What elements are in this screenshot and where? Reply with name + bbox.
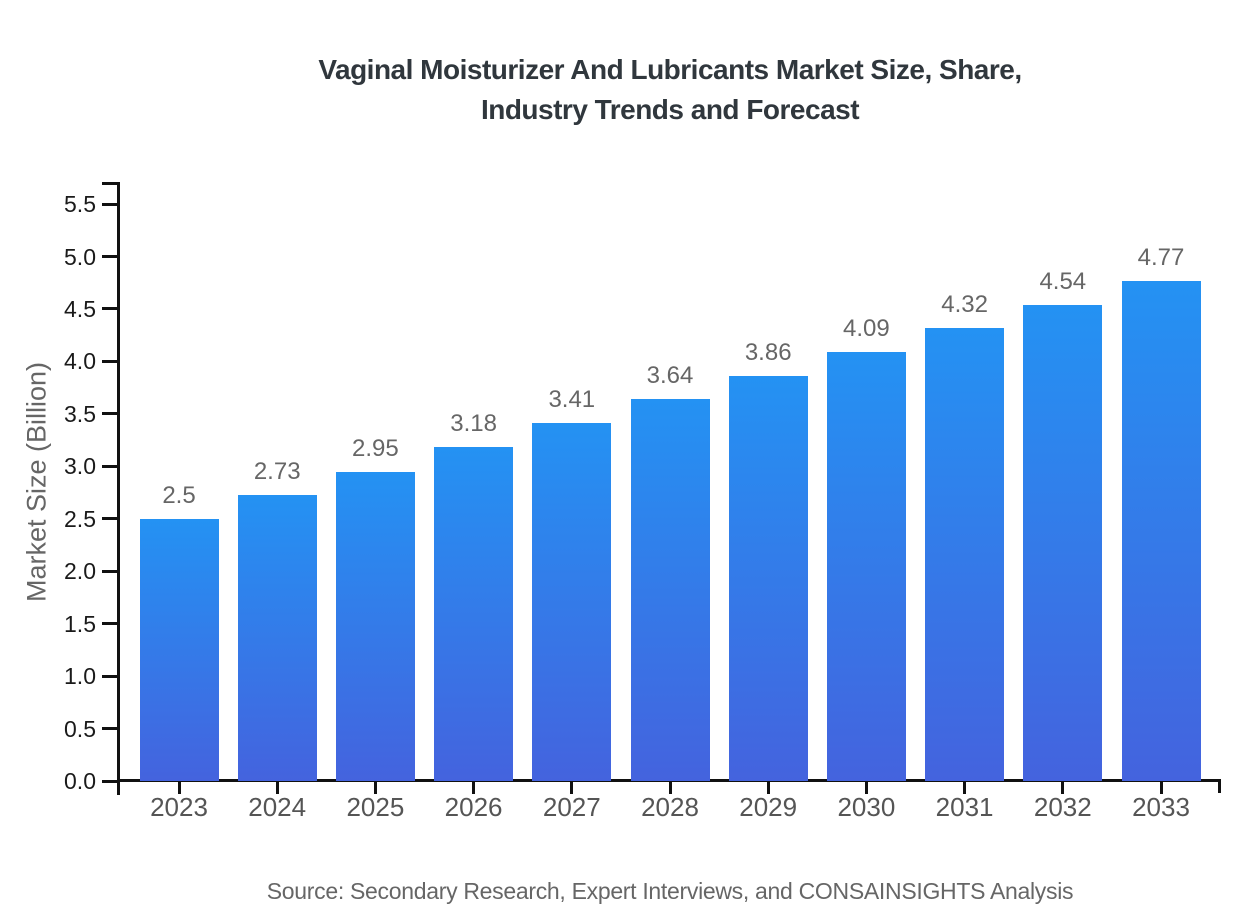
x-tick-label: 2029 (739, 792, 798, 822)
x-tick (177, 781, 181, 794)
y-tick-label: 4.0 (64, 348, 96, 375)
y-tick-label: 0.5 (64, 715, 96, 742)
bar-2025 (335, 471, 415, 781)
x-tick-label: 2025 (346, 792, 405, 822)
bar-value-label: 3.41 (548, 386, 596, 414)
bar-2031 (925, 327, 1005, 781)
x-tick (1159, 781, 1163, 794)
y-tick (102, 727, 117, 731)
chart-title-line-2: Industry Trends and Forecast (480, 94, 860, 125)
x-tick-label: 2033 (1132, 792, 1190, 822)
y-tick (102, 674, 117, 678)
y-tick (102, 255, 117, 258)
x-tick (864, 781, 868, 794)
y-tick (102, 307, 117, 311)
y-tick-label: 1.0 (64, 663, 96, 690)
bar-value-label: 4.09 (843, 314, 890, 342)
chart-title: Vaginal Moisturizer And Lubricants Marke… (80, 50, 1260, 130)
y-tick-label: 3.0 (64, 453, 96, 480)
y-tick (102, 779, 117, 783)
plot-area: 0.0 0.5 1.0 1.5 2.0 2.5 3.0 3.5 4.0 4.5 5.0 5.5 202… (64, 182, 1221, 822)
y-tick (102, 517, 117, 521)
source-caption: Source: Secondary Research, Expert Inter… (266, 878, 1074, 904)
y-tick (102, 202, 117, 206)
y-tick (102, 569, 117, 573)
bar-2033 (1121, 280, 1201, 781)
x-tick (570, 781, 574, 794)
y-tick-label: 4.5 (64, 295, 96, 322)
bar-2023 (139, 518, 219, 781)
y-tick-label: 5.0 (64, 243, 96, 270)
x-tick (275, 781, 279, 794)
bar-2029 (728, 376, 808, 781)
y-tick (102, 622, 117, 626)
bar-2027 (532, 423, 612, 781)
bar-2028 (630, 399, 710, 781)
y-tick-label: 0.0 (64, 768, 96, 794)
bar-value-label: 2.73 (253, 457, 301, 485)
x-tick (373, 781, 377, 794)
bar-value-label: 2.5 (162, 481, 196, 509)
x-tick (472, 781, 476, 794)
x-tick-label: 2026 (444, 792, 503, 822)
y-tick-label: 5.5 (64, 191, 96, 218)
x-tick-label: 2030 (837, 792, 896, 822)
x-tick-label: 2032 (1033, 792, 1092, 822)
y-axis-end-cap (102, 182, 117, 185)
y-axis-title: Market Size (Billion) (21, 361, 52, 603)
bar-2026 (434, 447, 514, 781)
y-tick (102, 412, 117, 416)
bar-value-label: 2.95 (352, 434, 399, 462)
x-tick (668, 781, 672, 794)
bar-value-label: 4.32 (941, 290, 988, 318)
x-axis-end-cap (1218, 779, 1221, 793)
y-tick-label: 3.5 (64, 400, 96, 427)
y-tick-label: 1.5 (64, 610, 96, 637)
y-tick-label: 2.0 (64, 558, 96, 585)
bar-value-label: 3.64 (646, 362, 694, 390)
bar-2032 (1023, 304, 1103, 781)
x-tick (1061, 781, 1065, 794)
bar-value-label: 3.86 (744, 339, 792, 367)
y-tick (102, 359, 117, 363)
x-tick-label: 2027 (542, 792, 601, 822)
y-tick-label: 2.5 (64, 505, 96, 532)
bar-value-label: 4.77 (1137, 243, 1185, 271)
bar-2024 (237, 494, 317, 781)
x-tick-label: 2024 (248, 792, 307, 822)
bar-value-label: 3.18 (450, 410, 497, 438)
x-tick-label: 2023 (150, 792, 208, 822)
y-axis-line (117, 182, 120, 795)
bar-value-label: 4.54 (1039, 267, 1087, 295)
y-tick (102, 464, 117, 468)
x-tick-label: 2031 (935, 792, 994, 822)
x-tick (766, 781, 770, 794)
chart-title-line-1: Vaginal Moisturizer And Lubricants Marke… (318, 54, 1022, 85)
bar-2030 (826, 351, 906, 781)
x-tick (963, 781, 967, 794)
x-tick-label: 2028 (641, 792, 699, 822)
